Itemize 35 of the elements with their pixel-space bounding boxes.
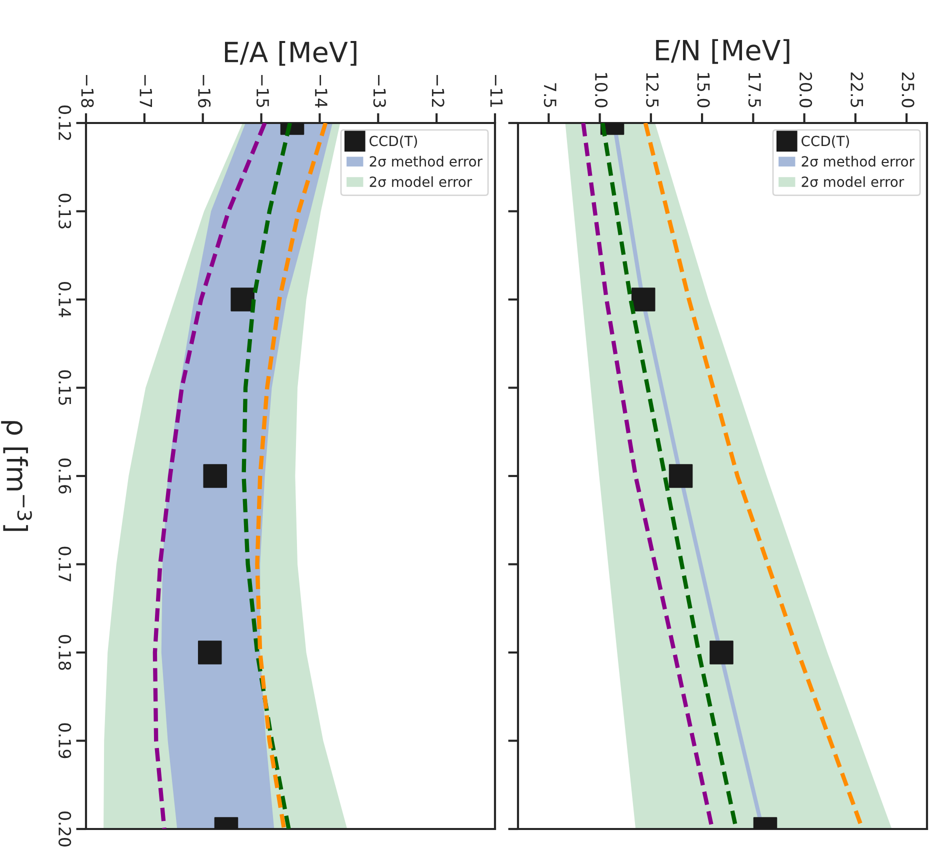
x-tick-label: −11 (490, 75, 503, 107)
x-tick-label: 15.0 (697, 73, 710, 108)
legend-label: 2σ method error (802, 156, 914, 167)
y-tick-label: 0.12 (58, 106, 72, 140)
x-tick-label: −14 (315, 75, 328, 108)
x-tick-label: 17.5 (748, 73, 761, 107)
y-axis-title: ρ [fm$^{−3}$] (1, 421, 32, 531)
x-tick-label: 20.0 (799, 72, 812, 108)
x-tick-label: 25.0 (902, 72, 914, 108)
x-tick-label: −13 (373, 75, 386, 108)
legend-label: CCD(T) (802, 136, 849, 148)
y-tick-label: 0.14 (58, 282, 72, 318)
x-tick-label: 22.5 (850, 72, 864, 107)
x-tick-label: −12 (432, 75, 444, 107)
y-tick-label: 0.16 (58, 458, 72, 494)
point (668, 464, 693, 488)
y-tick-label: 0.15 (58, 370, 72, 405)
y-tick-label: 0.17 (58, 546, 72, 582)
y-tick-label: 0.13 (58, 194, 72, 228)
legend-label: 2σ method error (370, 156, 482, 167)
y-tick-label: 0.18 (58, 635, 72, 670)
y-tick-label: 0.19 (58, 723, 72, 758)
x-tick-label: −18 (81, 75, 94, 108)
x-tick-label: 7.5 (544, 83, 556, 107)
x-tick-label: −15 (256, 75, 269, 107)
x-tick-label: 12.5 (646, 73, 659, 107)
legend-label: 2σ model error (802, 176, 904, 188)
x-axis-title: E/N [MeV] (656, 39, 790, 64)
x-tick-label: −16 (198, 75, 211, 108)
legend-label: 2σ model error (370, 176, 472, 188)
y-tick-label: 0.20 (58, 812, 72, 846)
x-tick-label: −17 (140, 75, 152, 107)
legend-label: CCD(T) (370, 136, 417, 148)
x-axis-title: E/A [MeV] (224, 41, 356, 66)
x-tick-label: 10.0 (594, 73, 608, 108)
